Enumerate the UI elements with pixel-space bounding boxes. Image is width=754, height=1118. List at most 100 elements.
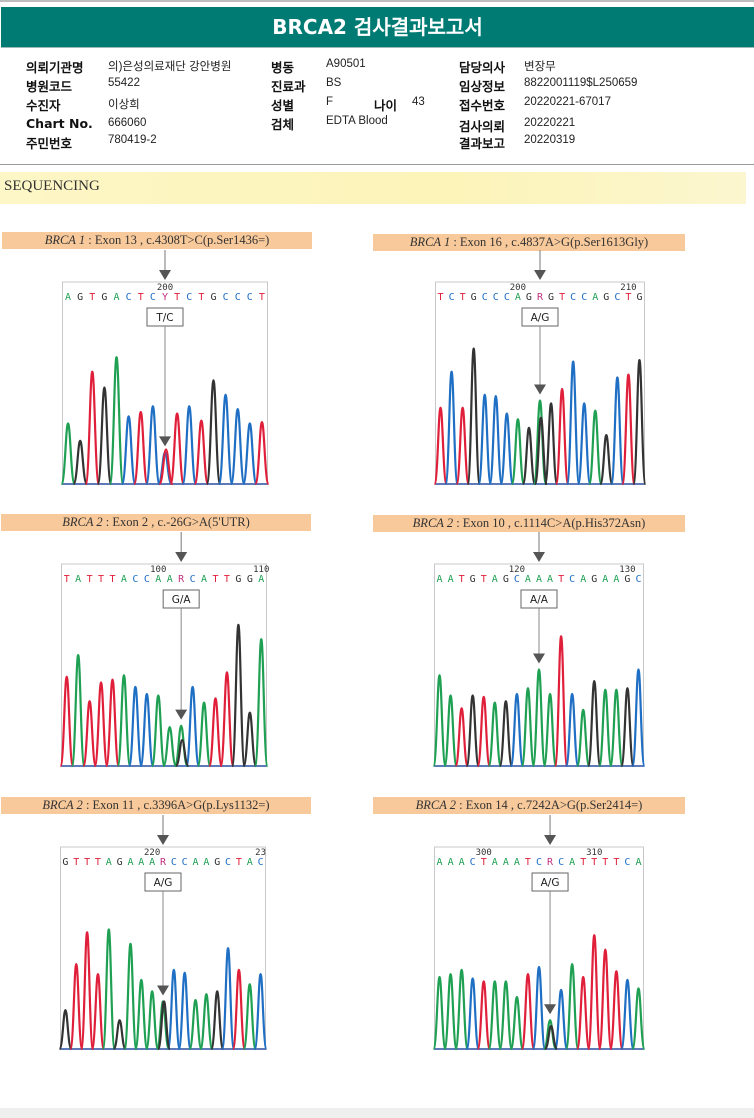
- peak-A: [162, 726, 178, 768]
- value-department: BS: [326, 77, 342, 89]
- base-call: A: [448, 574, 454, 585]
- base-call: A: [515, 292, 521, 303]
- variant-detail: : Exon 11 , c.3396A>G(p.Lys1132=): [82, 798, 270, 812]
- value-age: 43: [412, 96, 425, 108]
- peak-G: [521, 426, 537, 486]
- gene-name: BRCA 2: [62, 515, 103, 529]
- base-call: A: [203, 857, 209, 868]
- label-resident-no: 주민번호: [26, 136, 73, 151]
- position-label: 110: [253, 565, 269, 575]
- peak-A: [631, 987, 646, 1051]
- value-hospital-code: 55422: [108, 77, 140, 89]
- base-call: T: [580, 857, 586, 868]
- position-label: 300: [476, 848, 492, 858]
- base-call: G: [77, 292, 83, 303]
- base-call: C: [569, 574, 575, 585]
- peak-T: [433, 406, 448, 486]
- base-call: A: [114, 292, 120, 303]
- genotype-label: A/G: [531, 312, 550, 324]
- base-call: A: [580, 574, 586, 585]
- peak-A: [134, 978, 149, 1051]
- peak-A: [509, 996, 525, 1051]
- position-label: 200: [157, 283, 173, 293]
- variant-arrow-icon: [175, 709, 188, 720]
- peak-C: [253, 973, 268, 1051]
- base-call: C: [558, 857, 564, 868]
- base-call: A: [138, 857, 144, 868]
- chromatogram-4: 120 130 A A T G T A G C A A A T C A G A A G C A/A: [432, 532, 646, 770]
- variant-caption-1: BRCA 1 : Exon 13 , c.4308T>C(p.Ser1436=): [2, 232, 312, 249]
- position-label: 120: [509, 565, 525, 575]
- peak-G: [58, 1009, 73, 1051]
- base-call: G: [548, 292, 554, 303]
- base-call: A: [201, 574, 207, 585]
- base-call: C: [504, 292, 510, 303]
- peak-G: [112, 1019, 127, 1051]
- peak-T: [621, 373, 636, 486]
- value-chart-no: 666060: [108, 117, 147, 129]
- variant-detail: : Exon 10 , c.1114C>A(p.His372Asn): [453, 516, 646, 530]
- base-call: T: [459, 574, 465, 585]
- value-sex: F: [326, 96, 334, 108]
- pointer-arrow-icon: [534, 270, 546, 280]
- pointer-arrow-icon: [544, 835, 557, 845]
- peak-A: [498, 980, 514, 1051]
- peak-T: [476, 695, 491, 768]
- peak-A: [520, 687, 536, 768]
- base-call: G: [526, 292, 532, 303]
- peak-G: [620, 687, 635, 768]
- position-label: 130: [619, 565, 635, 575]
- base-call: T: [198, 292, 204, 303]
- value-request-date: 20220221: [524, 117, 576, 129]
- peak-C: [565, 360, 581, 486]
- base-call: G: [247, 574, 253, 585]
- variant-arrow-icon: [157, 985, 169, 996]
- label-specimen: 검체: [271, 117, 295, 132]
- value-receipt-no: 20220221-67017: [524, 96, 611, 108]
- pointer-arrow-icon: [159, 270, 171, 280]
- base-call: C: [182, 857, 188, 868]
- base-call: T: [109, 574, 115, 585]
- variant-caption-5: BRCA 2 : Exon 11 , c.3396A>G(p.Lys1132=): [1, 797, 311, 814]
- base-call: A: [547, 574, 553, 585]
- base-call: A: [258, 574, 264, 585]
- variant-caption-3: BRCA 2 : Exon 2 , c.-26G>A(5'UTR): [1, 514, 311, 531]
- peak-A: [609, 688, 624, 768]
- base-call: A: [65, 292, 71, 303]
- peak-C: [181, 405, 197, 486]
- secondary-peak-G: [156, 1000, 172, 1051]
- base-call: A: [592, 292, 598, 303]
- base-call: A: [247, 857, 253, 868]
- position-label: 200: [510, 283, 526, 293]
- value-ward: A90501: [326, 58, 366, 70]
- peak-C: [577, 402, 592, 486]
- variant-detail: : Exon 13 , c.4308T>C(p.Ser1436=): [85, 233, 270, 247]
- base-call: T: [224, 574, 230, 585]
- label-institution: 의뢰기관명: [26, 60, 84, 75]
- peak-T: [455, 406, 470, 486]
- peak-T: [219, 671, 235, 768]
- gene-name: BRCA 1: [44, 233, 86, 247]
- peak-T: [231, 968, 246, 1051]
- base-call: G: [214, 857, 220, 868]
- peak-C: [217, 393, 234, 486]
- peak-C: [185, 685, 200, 768]
- report-title: BRCA2 검사결과보고서: [1, 7, 754, 48]
- base-call: C: [186, 292, 192, 303]
- variant-caption-4: BRCA 2 : Exon 10 , c.1114C>A(p.His372Asn…: [373, 515, 685, 532]
- peak-T: [208, 697, 223, 768]
- peak-T: [520, 973, 536, 1051]
- pointer-arrow-icon: [175, 552, 188, 562]
- secondary-peak-G: [174, 738, 190, 768]
- variant-detail: : Exon 16 , c.4837A>G(p.Ser1613Gly): [450, 235, 649, 249]
- label-request-date: 검사의뢰: [459, 119, 506, 134]
- position-label: 100: [150, 565, 166, 575]
- base-call: C: [171, 857, 177, 868]
- bottom-bar: [0, 1108, 754, 1118]
- base-call: C: [581, 292, 587, 303]
- base-call: A: [602, 574, 608, 585]
- peak-A: [510, 418, 526, 486]
- peak-C: [128, 685, 143, 768]
